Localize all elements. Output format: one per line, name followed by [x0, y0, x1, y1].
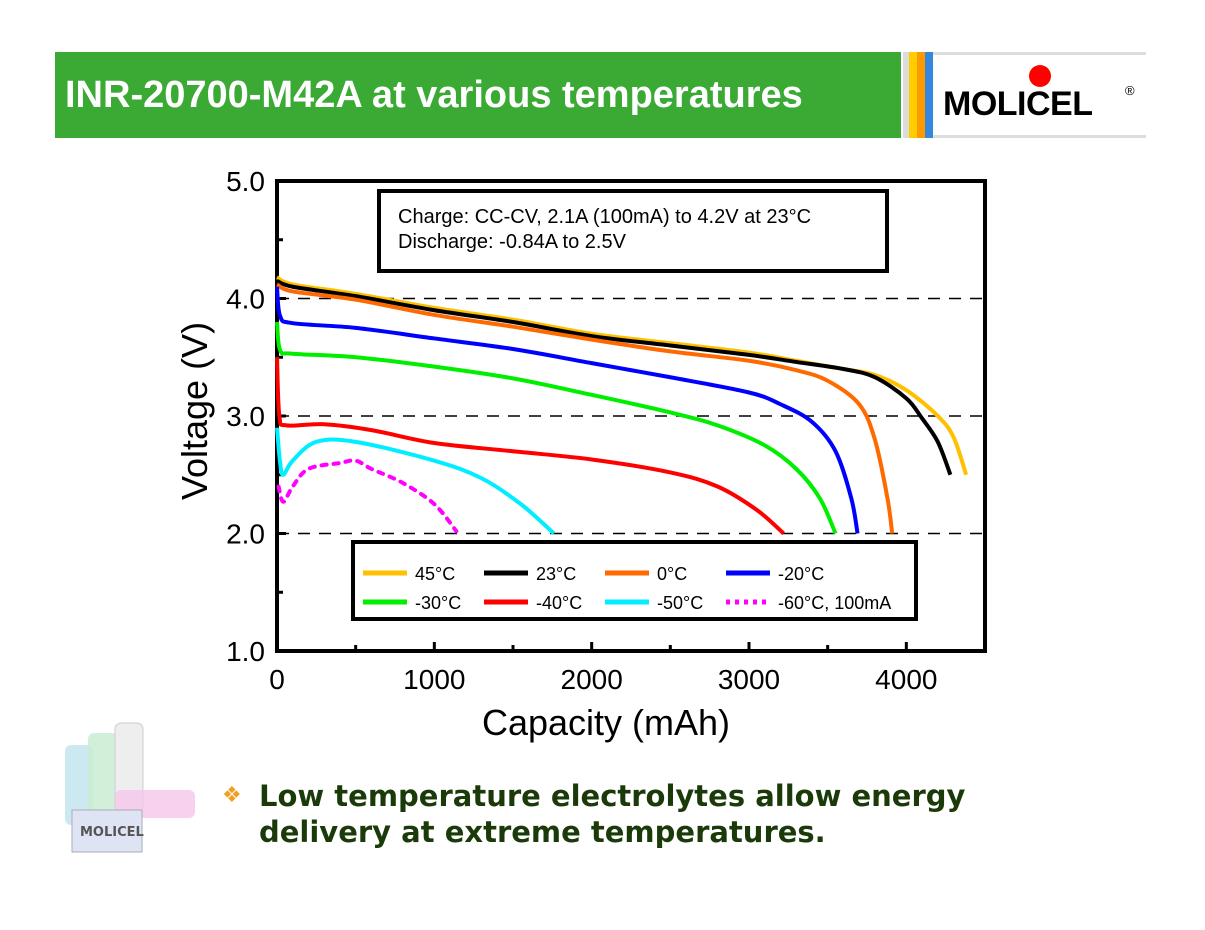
diamond-bullet-icon: ❖ — [222, 783, 242, 808]
legend-box — [351, 540, 918, 621]
x-tick-label: 1000 — [403, 664, 465, 695]
x-tick-label: 0 — [269, 664, 285, 695]
series-line-1 — [276, 279, 953, 476]
title-banner: INR-20700-M42A at various temperatures — [55, 52, 901, 138]
annotation-box — [377, 189, 889, 273]
y-axis-label: Voltage (V) — [174, 322, 215, 500]
page-title: INR-20700-M42A at various temperatures — [65, 74, 803, 116]
series-line-6 — [275, 427, 556, 535]
y-tick-label: 2.0 — [226, 519, 265, 550]
stripe-1 — [903, 52, 909, 138]
legend-label: -40°C — [536, 593, 582, 613]
y-tick-label: 1.0 — [226, 636, 265, 667]
y-tick-label: 4.0 — [226, 284, 265, 315]
x-axis-label: Capacity (mAh) — [482, 702, 730, 743]
battery-product-image: MOLICEL — [65, 722, 195, 853]
series-line-4 — [275, 321, 838, 535]
product-label: MOLICEL — [80, 825, 144, 840]
series-line-2 — [275, 282, 895, 534]
stripe-2 — [909, 52, 917, 138]
annotation-line: Charge: CC-CV, 2.1A (100mA) to 4.2V at 2… — [398, 206, 811, 228]
legend-label: 23°C — [536, 564, 576, 584]
logo-text: MOLICEL — [943, 85, 1093, 123]
legend-label: -20°C — [778, 564, 824, 584]
annotation-line: Discharge: -0.84A to 2.5V — [398, 231, 627, 253]
legend-label: 45°C — [415, 564, 455, 584]
legend-label: -30°C — [415, 593, 461, 613]
series-line-0 — [275, 275, 969, 476]
series-line-5 — [275, 357, 785, 536]
molicel-logo: MOLICEL ® — [933, 52, 1146, 138]
legend-label: 0°C — [657, 564, 687, 584]
legend-label: -50°C — [657, 593, 703, 613]
series-line-7 — [276, 458, 459, 534]
x-tick-label: 4000 — [875, 664, 937, 695]
y-tick-label: 5.0 — [226, 166, 265, 197]
y-tick-label: 3.0 — [226, 401, 265, 432]
legend-label: -60°C, 100mA — [778, 593, 891, 613]
registered-mark: ® — [1125, 83, 1135, 98]
series-line-3 — [275, 286, 860, 534]
stripe-3 — [917, 52, 925, 138]
bullet-text: Low temperature electrolytes allow energ… — [259, 779, 966, 849]
stripe-4 — [925, 52, 933, 138]
x-tick-label: 2000 — [561, 664, 623, 695]
logo-dot — [1029, 65, 1051, 87]
x-tick-label: 3000 — [718, 664, 780, 695]
